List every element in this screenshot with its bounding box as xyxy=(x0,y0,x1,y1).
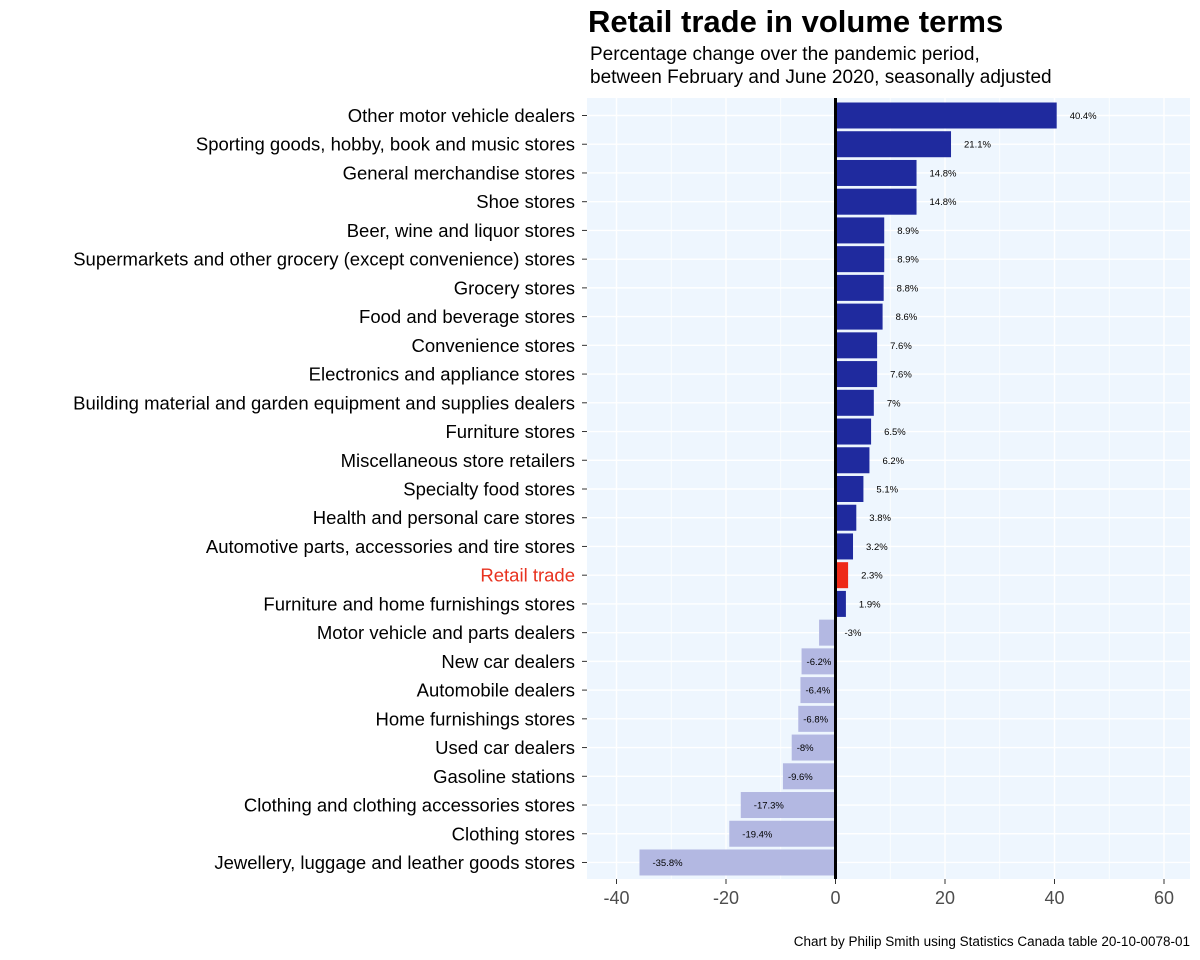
chart-caption: Chart by Philip Smith using Statistics C… xyxy=(793,934,1190,949)
value-label: 8.8% xyxy=(897,283,919,294)
category-label: Furniture and home furnishings stores xyxy=(263,593,575,614)
category-label: Convenience stores xyxy=(411,335,575,356)
category-label: Electronics and appliance stores xyxy=(309,364,575,385)
category-label: Automobile dealers xyxy=(417,680,575,701)
category-label: Clothing and clothing accessories stores xyxy=(244,795,575,816)
x-tick-label: 0 xyxy=(830,888,840,908)
bar xyxy=(835,504,857,531)
value-label: 7.6% xyxy=(890,370,912,381)
value-label: 21.1% xyxy=(964,140,991,151)
value-label: 1.9% xyxy=(859,599,881,610)
category-label: Used car dealers xyxy=(435,737,575,758)
x-tick-label: -40 xyxy=(603,888,629,908)
value-label: 6.5% xyxy=(884,427,906,438)
category-label: Automotive parts, accessories and tire s… xyxy=(206,536,575,557)
category-label: Supermarkets and other grocery (except c… xyxy=(73,249,575,270)
category-label: Sporting goods, hobby, book and music st… xyxy=(196,134,575,155)
value-label: -19.4% xyxy=(742,829,773,840)
bar xyxy=(801,648,836,675)
bar xyxy=(835,159,917,186)
bar xyxy=(835,303,883,330)
category-label: Grocery stores xyxy=(454,277,575,298)
bar xyxy=(835,590,846,617)
x-tick-label: 20 xyxy=(935,888,955,908)
value-label: 8.9% xyxy=(897,226,919,237)
category-label: Retail trade xyxy=(480,565,575,586)
bar xyxy=(740,792,836,819)
chart-title: Retail trade in volume terms xyxy=(588,4,1004,39)
value-label: 8.9% xyxy=(897,255,919,266)
value-label: 3.2% xyxy=(866,542,888,553)
bar xyxy=(835,217,885,244)
bar xyxy=(835,475,864,502)
category-label: Shoe stores xyxy=(476,191,575,212)
bar xyxy=(835,389,874,416)
category-label: Food and beverage stores xyxy=(359,306,575,327)
bar xyxy=(835,131,952,158)
value-label: -3% xyxy=(845,628,862,639)
value-label: -35.8% xyxy=(652,858,683,869)
value-label: -6.4% xyxy=(805,686,830,697)
value-label: 7.6% xyxy=(890,341,912,352)
category-label: Home furnishings stores xyxy=(376,708,575,729)
bar xyxy=(835,246,885,273)
category-label: Gasoline stations xyxy=(433,766,575,787)
bar xyxy=(800,677,836,704)
value-label: 3.8% xyxy=(869,513,891,524)
bar xyxy=(798,705,836,732)
category-label: Health and personal care stores xyxy=(313,507,575,528)
category-label: Jewellery, luggage and leather goods sto… xyxy=(214,852,575,873)
bar xyxy=(835,332,878,359)
category-label: Motor vehicle and parts dealers xyxy=(317,622,575,643)
value-label: -8% xyxy=(797,743,814,754)
value-label: 40.4% xyxy=(1070,111,1097,122)
bar xyxy=(835,533,854,560)
x-axis: -40 -20 0 20 40 60 xyxy=(582,98,1174,908)
value-label: 7% xyxy=(887,398,901,409)
value-label: 14.8% xyxy=(930,197,957,208)
bar xyxy=(835,418,872,445)
bar xyxy=(729,820,836,847)
bar xyxy=(782,763,836,790)
value-label: 5.1% xyxy=(876,484,898,495)
category-label: New car dealers xyxy=(441,651,575,672)
category-label: Building material and garden equipment a… xyxy=(73,392,575,413)
value-label: 2.3% xyxy=(861,571,883,582)
bar xyxy=(819,619,836,646)
category-label: Specialty food stores xyxy=(403,478,575,499)
x-tick-label: 40 xyxy=(1044,888,1064,908)
category-label: Miscellaneous store retailers xyxy=(341,450,575,471)
value-label: -6.8% xyxy=(803,714,828,725)
value-labels: 40.4% 21.1% 14.8% 14.8% 8.9% 8.9% 8.8% 8.6% 7.6%… xyxy=(652,111,1097,869)
bar xyxy=(835,188,917,215)
value-label: 8.6% xyxy=(896,312,918,323)
category-labels: Other motor vehicle dealers Sporting good… xyxy=(73,105,575,873)
bar xyxy=(639,849,836,876)
bar xyxy=(835,562,849,589)
category-label: Clothing stores xyxy=(452,823,575,844)
bars xyxy=(639,102,1057,876)
chart-subtitle-line-2: between February and June 2020, seasonal… xyxy=(590,67,1052,88)
bar xyxy=(835,102,1057,129)
x-tick-label: 60 xyxy=(1154,888,1174,908)
category-label: Beer, wine and liquor stores xyxy=(347,220,575,241)
category-label: General merchandise stores xyxy=(343,162,575,183)
value-label: -9.6% xyxy=(788,772,813,783)
bar xyxy=(835,274,884,301)
chart-subtitle-line-1: Percentage change over the pandemic peri… xyxy=(590,44,980,65)
value-label: 14.8% xyxy=(930,168,957,179)
bar xyxy=(835,361,878,388)
x-tick-label: -20 xyxy=(713,888,739,908)
value-label: 6.2% xyxy=(882,456,904,467)
value-label: -17.3% xyxy=(754,801,785,812)
value-label: -6.2% xyxy=(807,657,832,668)
category-label: Furniture stores xyxy=(445,421,575,442)
bar xyxy=(835,447,870,474)
bar xyxy=(791,734,836,761)
category-label: Other motor vehicle dealers xyxy=(348,105,575,126)
